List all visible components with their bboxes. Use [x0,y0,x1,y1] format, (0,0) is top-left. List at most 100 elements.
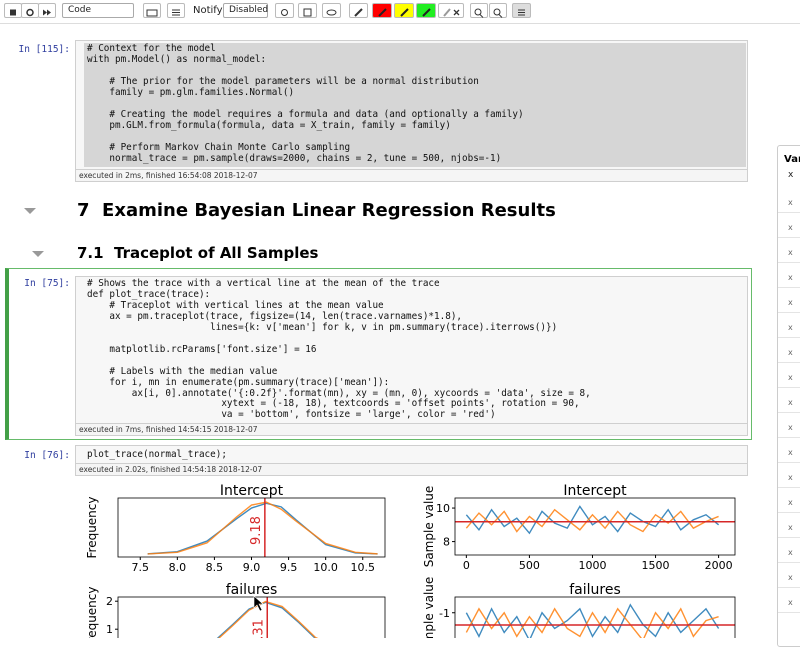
row-divider [778,487,800,488]
calc-button[interactable] [298,3,317,18]
series-line [218,600,319,638]
row-divider [778,512,800,513]
plot: Intercept Frequency 9.18 7.5 8.0 8.5 9.0 9.5 10.… [85,483,386,574]
series-line [465,603,720,638]
variable-row[interactable]: x [788,473,793,482]
move-button[interactable] [275,3,294,18]
plot-title: Intercept [563,483,627,499]
plot-title: Intercept [220,483,284,499]
variable-row[interactable]: x [788,398,793,407]
variable-row[interactable]: x [788,548,793,557]
y-tick-label: -1 [439,607,450,620]
notify-value: Disabled [229,5,269,15]
eye-button[interactable] [322,3,341,18]
variable-row[interactable]: x [788,298,793,307]
axes-frame [454,497,736,556]
execution-note: executed in 7ms, finished 14:54:15 2018-… [75,424,748,436]
x-tick-label: 9.5 [280,561,298,574]
y-tick-label: 1 [106,623,113,636]
row-divider [778,412,800,413]
y-tick-label: 2 [106,595,113,608]
code-cell[interactable]: # Context for the model with pm.Model() … [75,40,748,170]
execution-note: executed in 2ms, finished 16:54:08 2018-… [75,170,748,182]
variable-row[interactable]: x [788,573,793,582]
plot-area [216,597,319,638]
notify-label: Notify: [193,5,226,16]
variable-row[interactable]: x [788,373,793,382]
variable-row[interactable]: x [788,448,793,457]
keyboard-button[interactable] [143,3,161,18]
plot: Intercept Sample value 0 500 1000 1500 2000 8 10 [422,483,736,572]
series-line [465,508,719,533]
x-tick-label: 500 [519,559,540,572]
x-tick-label: 8.0 [169,561,187,574]
y-axis-label: Sample value [422,577,436,638]
row-divider [778,362,800,363]
red-highlight-button[interactable] [372,3,392,18]
x-tick-label: 1000 [578,559,606,572]
run-all-button[interactable] [38,3,56,18]
plot-area [455,603,735,638]
notify-select[interactable]: Disabled [223,3,268,18]
code-cell[interactable]: # Shows the trace with a vertical line a… [75,276,748,424]
x-tick-label: 7.5 [132,561,150,574]
sidebar-header: x [788,170,794,180]
zoom-out-button[interactable] [489,3,507,18]
variable-row[interactable]: x [788,523,793,532]
collapse-toggle[interactable] [32,251,44,257]
restart-button[interactable] [21,3,39,18]
row-divider [778,587,800,588]
variable-row[interactable]: x [788,423,793,432]
x-tick-label: 10.5 [351,561,376,574]
yellow-highlight-button[interactable] [394,3,414,18]
stop-button[interactable] [4,3,22,18]
cell-prompt: In [76]: [24,450,70,461]
cell-type: Code [68,5,92,15]
green-highlight-button[interactable] [416,3,436,18]
execution-note: executed in 2.02s, finished 14:54:18 201… [75,464,748,476]
y-axis-label: Frequency [85,497,99,559]
x-tick-label: 0 [463,559,470,572]
cell-type-select[interactable]: Code [62,3,134,18]
series-line [147,501,378,555]
code-cell[interactable]: plot_trace(normal_trace); [75,445,748,464]
code: # Shows the trace with a vertical line a… [87,278,591,421]
axes-frame [454,596,736,638]
brush-button[interactable] [349,3,368,18]
y-axis-label: Frequency [85,587,99,639]
heading: 7 Examine Bayesian Linear Regression Res… [77,200,556,221]
variable-row[interactable]: x [788,248,793,257]
cell-prompt: In [115]: [18,44,70,55]
row-divider [778,312,800,313]
variable-row[interactable]: x [788,598,793,607]
x-tick-label: 8.5 [206,561,224,574]
plot-area [147,498,378,557]
list-button[interactable] [167,3,185,18]
variable-row[interactable]: x [788,273,793,282]
collapse-toggle[interactable] [24,208,36,214]
y-tick-label: 8 [443,536,450,549]
x-tick-label: 10.0 [313,561,338,574]
mouse-cursor [253,595,264,612]
x-tick-label: 1500 [642,559,670,572]
selection-highlight [84,43,746,167]
trace-plots: Intercept Frequency 9.18 7.5 8.0 8.5 9.0 9.5 10.… [85,483,736,639]
variable-row[interactable]: x [788,498,793,507]
mean-label: 9.18 [249,516,264,545]
variable-row[interactable]: x [788,223,793,232]
clear-highlight-button[interactable] [438,3,464,18]
row-divider [778,262,800,263]
series-line [216,601,317,638]
variable-row[interactable]: x [788,348,793,357]
variable-row[interactable]: x [788,323,793,332]
cell-prompt: In [75]: [24,278,70,289]
toc-button[interactable] [512,3,531,18]
zoom-in-button[interactable] [470,3,488,18]
plot-title: failures [226,582,278,598]
variable-inspector: Var x x x x x x x x x x x x x x x x x x [777,145,800,647]
x-tick-label: 9.0 [243,561,261,574]
row-divider [778,287,800,288]
plot-area [455,505,735,535]
variable-row[interactable]: x [788,198,793,207]
